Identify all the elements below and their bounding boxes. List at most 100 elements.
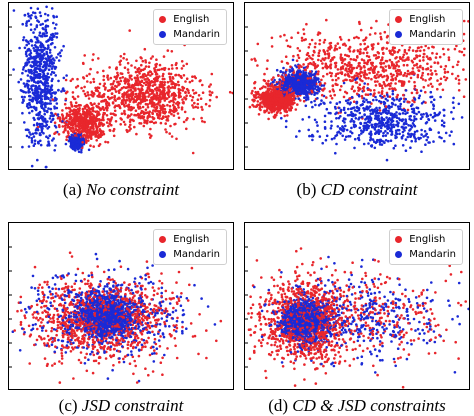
english-point: [368, 68, 372, 71]
english-point: [417, 69, 421, 73]
mandarin-point: [47, 44, 50, 47]
english-point: [333, 93, 336, 97]
english-point: [95, 127, 99, 130]
english-point: [374, 32, 377, 35]
english-point: [65, 119, 69, 123]
english-point: [388, 87, 391, 91]
english-point: [92, 53, 95, 56]
english-point: [142, 115, 146, 119]
english-point: [123, 103, 126, 107]
english-point: [122, 56, 125, 60]
english-point: [411, 67, 415, 70]
english-point: [436, 79, 439, 82]
mandarin-point: [402, 122, 406, 126]
mandarin-point: [299, 92, 303, 95]
english-point: [376, 42, 380, 45]
mandarin-point: [368, 116, 371, 120]
english-point: [209, 83, 212, 86]
mandarin-point: [452, 142, 456, 146]
english-point: [119, 55, 123, 58]
english-point: [194, 91, 198, 95]
english-point: [327, 54, 331, 58]
mandarin-point: [339, 110, 342, 113]
mandarin-point: [356, 137, 360, 140]
mandarin-point: [370, 132, 373, 136]
english-point: [167, 72, 171, 75]
english-point: [457, 89, 461, 92]
english-point: [171, 93, 175, 96]
mandarin-point: [404, 138, 408, 141]
english-point: [182, 74, 186, 77]
english-point: [155, 58, 158, 61]
english-point: [203, 120, 206, 124]
mandarin-point: [279, 70, 283, 73]
mandarin-point: [365, 98, 368, 102]
mandarin-point: [55, 23, 58, 26]
mandarin-point: [48, 134, 51, 137]
mandarin-point: [286, 86, 290, 89]
english-point: [94, 123, 98, 127]
english-point: [185, 118, 188, 122]
english-point: [380, 90, 384, 93]
english-point: [276, 110, 279, 114]
english-point: [100, 118, 103, 122]
english-point: [103, 82, 106, 85]
mandarin-point: [310, 79, 313, 83]
english-point: [96, 71, 99, 74]
mandarin-point: [316, 85, 320, 88]
mandarin-point: [341, 134, 344, 138]
mandarin-point: [336, 131, 339, 134]
english-point: [184, 97, 188, 100]
mandarin-point: [27, 42, 31, 45]
english-point: [286, 44, 290, 48]
english-point: [358, 83, 362, 86]
mandarin-point: [287, 80, 291, 83]
mandarin-point: [303, 96, 306, 99]
english-point: [169, 72, 173, 76]
mandarin-point: [43, 93, 47, 96]
english-point: [411, 99, 414, 102]
mandarin-point: [45, 63, 49, 66]
english-point: [320, 93, 324, 97]
mandarin-point: [28, 14, 32, 18]
english-point: [170, 64, 174, 67]
english-point: [109, 112, 113, 115]
english-point: [360, 94, 364, 98]
english-point: [352, 66, 356, 70]
english-point: [92, 145, 95, 148]
english-point: [317, 51, 321, 55]
mandarin-point: [395, 97, 399, 101]
english-point: [439, 65, 443, 68]
english-point: [393, 87, 396, 90]
mandarin-point: [375, 140, 379, 143]
english-point: [97, 122, 101, 126]
mandarin-point: [41, 95, 44, 98]
mandarin-point: [374, 122, 378, 126]
english-point: [157, 99, 161, 103]
english-point: [85, 108, 89, 112]
english-point: [112, 80, 116, 83]
english-point: [298, 72, 302, 76]
english-point: [308, 42, 312, 46]
english-point: [77, 122, 80, 126]
english-point: [128, 120, 132, 123]
mandarin-point: [342, 108, 346, 112]
english-point: [309, 56, 312, 60]
mandarin-point: [386, 99, 389, 102]
mandarin-point: [38, 31, 42, 34]
english-point: [103, 88, 107, 91]
english-point: [425, 67, 428, 71]
english-point: [379, 62, 383, 66]
mandarin-point: [29, 64, 32, 67]
english-point: [63, 102, 67, 106]
mandarin-point: [33, 142, 37, 145]
mandarin-point: [429, 90, 433, 94]
english-point: [128, 125, 131, 129]
mandarin-point: [28, 103, 32, 106]
english-point: [407, 48, 411, 52]
english-point: [209, 93, 212, 97]
english-point: [438, 55, 442, 59]
mandarin-point: [316, 124, 319, 127]
english-point: [149, 57, 153, 60]
english-point: [391, 46, 395, 49]
